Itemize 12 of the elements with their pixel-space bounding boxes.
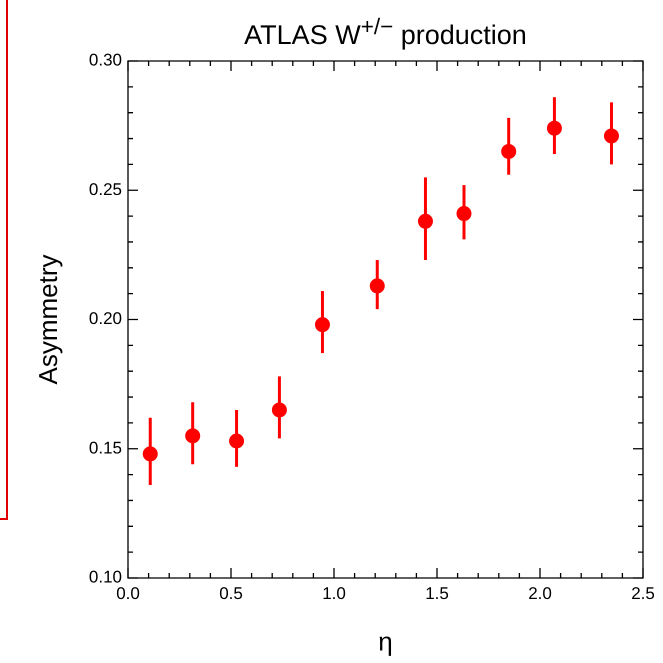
x-tick-label: 2.5: [631, 584, 655, 603]
x-tick-label: 1.5: [425, 584, 449, 603]
y-tick-label: 0.30: [88, 50, 122, 70]
x-tick-label: 0.5: [219, 584, 243, 603]
y-tick-label: 0.15: [88, 438, 122, 458]
x-tick-label: 1.0: [322, 584, 346, 603]
y-tick-label: 0.20: [88, 309, 122, 328]
chart-title: ATLAS W$^{+/−}$ production: [243, 14, 528, 51]
y-tick-label: 0.25: [88, 180, 122, 199]
x-tick-label: 2.0: [528, 584, 552, 603]
x-axis-title: η: [378, 626, 393, 657]
y-axis-title: Asymmetry: [32, 254, 63, 384]
